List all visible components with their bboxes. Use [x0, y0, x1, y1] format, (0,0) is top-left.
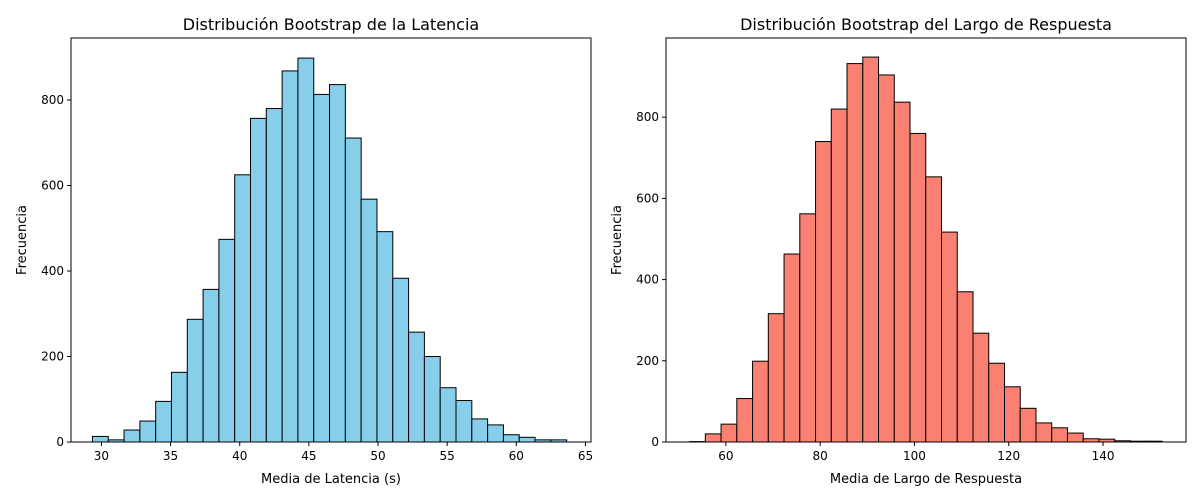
- histogram-bar: [720, 423, 738, 443]
- y-tick-label: 0: [651, 435, 659, 449]
- x-ticks-latency: 30 35 40 45 50 55 60 65: [94, 442, 593, 463]
- histogram-bar: [376, 231, 394, 443]
- histogram-bar: [218, 238, 236, 443]
- histogram-bar: [783, 253, 801, 443]
- histogram-bar: [392, 277, 410, 443]
- histogram-bar: [893, 101, 911, 443]
- histogram-bar: [941, 231, 958, 443]
- y-ticks-response-length: 0 200 400 600 800: [636, 110, 666, 449]
- y-tick-label: 0: [56, 435, 64, 449]
- y-ticks-latency: 0 200 400 600 800: [41, 93, 71, 449]
- histogram-bar: [281, 70, 299, 443]
- x-tick-label: 55: [440, 449, 455, 463]
- histogram-bar: [408, 331, 425, 443]
- histogram-bar: [1019, 407, 1037, 443]
- histogram-bar: [360, 198, 378, 443]
- histogram-bar: [972, 332, 990, 443]
- x-tick-label: 35: [163, 449, 178, 463]
- histogram-bar: [1035, 422, 1053, 443]
- histogram-bar: [423, 356, 441, 443]
- x-tick-label: 45: [301, 449, 316, 463]
- x-axis-label-latency: Media de Latencia (s): [261, 472, 401, 487]
- histogram-bar: [455, 400, 473, 443]
- histogram-bar: [878, 74, 895, 443]
- histogram-bar: [909, 132, 927, 443]
- histogram-bar: [736, 398, 754, 443]
- y-tick-label: 400: [41, 264, 64, 278]
- chart-response-length: 60 80 100 120 140 0 200 400 600 800 Distribución…: [610, 15, 1187, 487]
- histogram-bar: [329, 84, 346, 443]
- histogram-bar: [846, 63, 864, 443]
- y-axis-label-response-length: Frecuencia: [610, 205, 625, 275]
- histogram-bar: [202, 288, 220, 443]
- histogram-bar: [91, 435, 109, 443]
- y-tick-label: 800: [636, 110, 659, 124]
- plot-frame-response-length: [665, 37, 1187, 443]
- histogram-bar: [1051, 427, 1068, 443]
- x-tick-label: 50: [370, 449, 385, 463]
- histogram-bar: [123, 429, 141, 443]
- histogram-bar: [344, 137, 362, 443]
- x-ticks-response-length: 60 80 100 120 140: [718, 442, 1114, 463]
- histogram-bar: [767, 313, 785, 443]
- bars-response-length: [689, 56, 1163, 443]
- histogram-bar: [471, 418, 489, 443]
- plot-frame-latency: [70, 37, 592, 443]
- histogram-bar: [1066, 432, 1084, 443]
- x-tick-label: 80: [813, 449, 828, 463]
- y-tick-label: 600: [41, 178, 64, 192]
- x-tick-label: 65: [578, 449, 593, 463]
- y-tick-label: 200: [41, 349, 64, 363]
- chart-title-latency: Distribución Bootstrap de la Latencia: [183, 15, 479, 34]
- y-tick-label: 800: [41, 93, 64, 107]
- histogram-bar: [250, 117, 267, 443]
- histogram-bar: [799, 213, 817, 443]
- histogram-bar: [186, 318, 204, 443]
- histogram-bar: [925, 176, 943, 443]
- histogram-bar: [439, 387, 457, 443]
- x-tick-label: 140: [1092, 449, 1115, 463]
- histogram-bar: [170, 371, 188, 443]
- histogram-bar: [502, 434, 520, 443]
- histogram-bar: [234, 174, 252, 443]
- histogram-bar: [988, 362, 1005, 443]
- x-axis-label-response-length: Media de Largo de Respuesta: [830, 472, 1022, 487]
- histogram-bar: [518, 436, 536, 443]
- histogram-bar: [830, 108, 848, 443]
- histogram-bar: [139, 420, 157, 443]
- x-tick-label: 40: [232, 449, 247, 463]
- histogram-bar: [752, 360, 769, 443]
- histogram-bar: [815, 141, 832, 443]
- histogram-bar: [155, 400, 172, 443]
- chart-latency: 30 35 40 45 50 55 60 65 0 200 400 600 800 Distribuc…: [15, 15, 593, 487]
- histogram-bar: [313, 93, 331, 443]
- chart-title-response-length: Distribución Bootstrap del Largo de Resp…: [740, 15, 1112, 34]
- histogram-bar: [1004, 386, 1021, 443]
- x-tick-label: 60: [509, 449, 524, 463]
- histogram-bar: [265, 108, 283, 443]
- histogram-bar: [487, 424, 504, 443]
- histogram-bar: [956, 291, 974, 443]
- y-axis-label-latency: Frecuencia: [15, 205, 30, 275]
- histogram-bar: [297, 57, 315, 443]
- y-tick-label: 600: [636, 191, 659, 205]
- histogram-bar: [704, 433, 722, 443]
- histogram-bar: [862, 56, 880, 443]
- y-tick-label: 400: [636, 273, 659, 287]
- x-tick-label: 30: [94, 449, 109, 463]
- x-tick-label: 120: [997, 449, 1020, 463]
- x-tick-label: 60: [718, 449, 733, 463]
- y-tick-label: 200: [636, 354, 659, 368]
- x-tick-label: 100: [903, 449, 926, 463]
